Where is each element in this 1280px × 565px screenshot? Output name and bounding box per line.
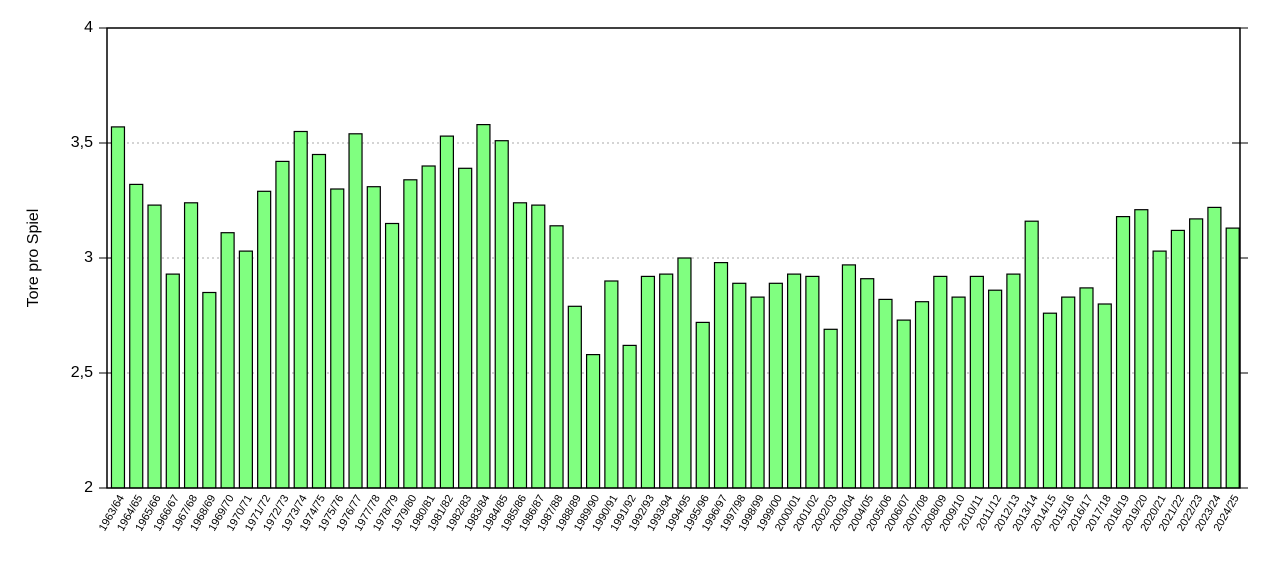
y-tick-label: 2,5	[71, 364, 93, 381]
bar	[585, 354, 601, 489]
bar	[1207, 206, 1222, 489]
bar	[896, 319, 911, 489]
bar	[841, 264, 857, 489]
bar	[403, 179, 418, 489]
bar	[567, 305, 582, 489]
bar	[914, 301, 930, 489]
bar	[1189, 218, 1204, 489]
bar	[823, 328, 838, 489]
bar	[1061, 296, 1076, 489]
bar	[1097, 303, 1112, 489]
bar	[257, 190, 272, 489]
bar	[494, 140, 509, 489]
bar	[933, 275, 948, 489]
bar	[439, 135, 454, 489]
bar	[787, 273, 802, 489]
bar	[1024, 220, 1039, 489]
bar	[768, 282, 783, 489]
bar	[549, 225, 564, 489]
bar	[604, 280, 619, 489]
bar	[860, 278, 875, 489]
plot-frame	[106, 27, 1241, 489]
bar	[1134, 209, 1149, 489]
bar	[1152, 250, 1167, 489]
bar	[805, 275, 820, 489]
bar	[750, 296, 765, 489]
bar	[732, 282, 747, 489]
bar	[531, 204, 546, 489]
y-tick-label: 3,5	[71, 134, 93, 151]
y-axis-label: Tore pro Spiel	[25, 209, 42, 308]
bar	[695, 321, 710, 489]
bar	[969, 275, 984, 489]
bar	[330, 188, 345, 489]
bar	[476, 123, 491, 489]
bar	[1042, 312, 1058, 489]
bar	[458, 167, 473, 489]
bar	[202, 291, 217, 489]
bar	[1225, 227, 1240, 489]
bar	[1079, 287, 1094, 489]
bar	[238, 250, 253, 489]
bar	[640, 275, 656, 489]
bar	[129, 183, 144, 489]
bar	[311, 153, 327, 489]
bar	[275, 160, 290, 489]
bar	[1170, 229, 1185, 489]
bar	[421, 165, 436, 489]
bar	[183, 202, 199, 489]
y-tick-label: 4	[84, 19, 93, 36]
bar	[713, 262, 729, 489]
bar	[147, 204, 162, 489]
bar	[878, 298, 893, 489]
bar	[1115, 216, 1131, 489]
y-tick-label: 3	[84, 249, 93, 266]
bar	[366, 186, 381, 489]
bar	[1006, 273, 1021, 489]
bar	[220, 232, 235, 489]
bar	[293, 130, 308, 489]
bar	[384, 222, 400, 489]
bar	[677, 257, 692, 489]
bar	[165, 273, 180, 489]
bar	[110, 126, 126, 489]
y-tick-label: 2	[84, 479, 93, 496]
bar	[951, 296, 966, 489]
bar	[622, 344, 637, 489]
bar	[659, 273, 674, 489]
bar	[512, 202, 528, 489]
bar	[348, 133, 363, 489]
bar	[988, 289, 1003, 489]
